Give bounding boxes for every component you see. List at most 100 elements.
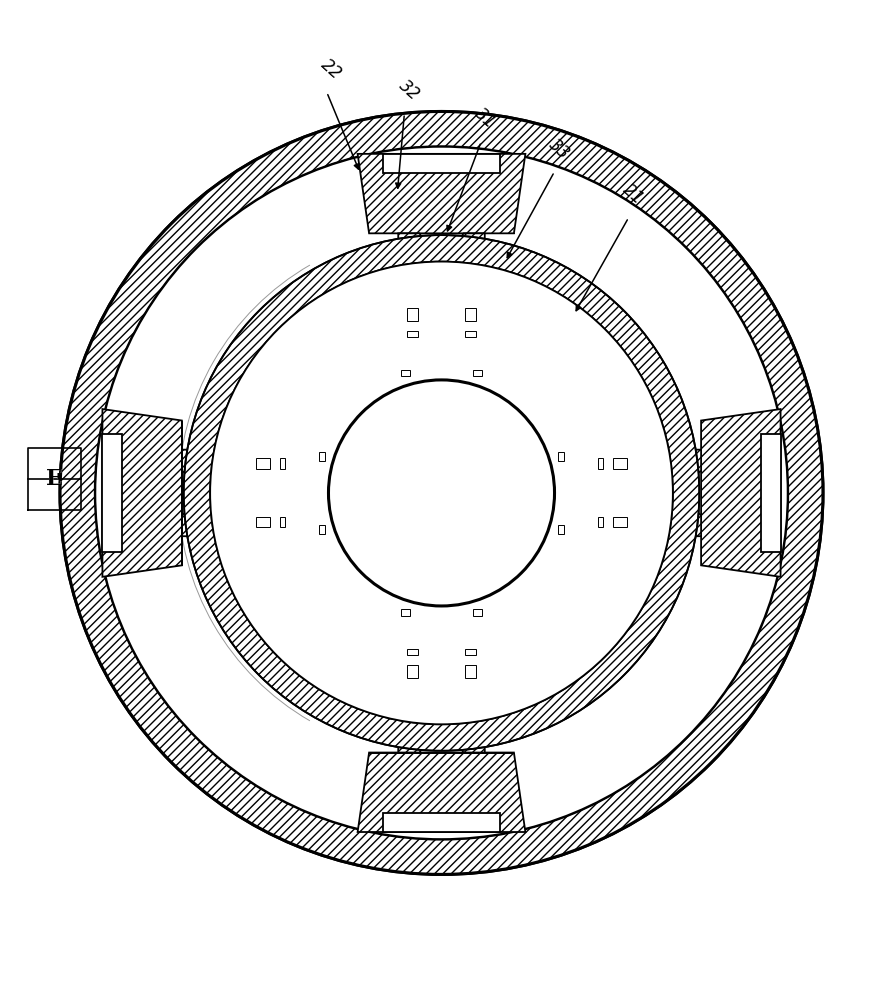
Polygon shape (256, 458, 269, 469)
Polygon shape (358, 753, 525, 832)
Polygon shape (401, 586, 410, 596)
Text: 22: 22 (317, 56, 345, 83)
Polygon shape (461, 298, 480, 324)
Polygon shape (280, 458, 285, 469)
Polygon shape (532, 448, 555, 466)
Polygon shape (465, 331, 476, 337)
Polygon shape (396, 380, 414, 402)
Polygon shape (102, 434, 122, 552)
Polygon shape (473, 370, 482, 376)
Polygon shape (613, 387, 650, 599)
Polygon shape (319, 421, 354, 565)
Polygon shape (634, 413, 650, 450)
Polygon shape (383, 154, 500, 173)
Polygon shape (617, 387, 643, 413)
Polygon shape (564, 435, 613, 551)
Polygon shape (336, 292, 362, 317)
Circle shape (210, 262, 673, 724)
Polygon shape (383, 813, 500, 832)
Text: 21: 21 (619, 181, 647, 209)
Polygon shape (407, 665, 418, 678)
Polygon shape (240, 387, 266, 413)
Polygon shape (558, 452, 564, 461)
Text: 31: 31 (472, 105, 500, 133)
Polygon shape (521, 292, 547, 317)
Polygon shape (358, 154, 525, 233)
Polygon shape (336, 664, 547, 701)
Polygon shape (641, 508, 701, 536)
Polygon shape (280, 517, 285, 527)
Polygon shape (246, 512, 273, 532)
Polygon shape (465, 649, 476, 655)
Polygon shape (473, 390, 482, 400)
Polygon shape (256, 517, 269, 527)
Polygon shape (369, 370, 514, 406)
Polygon shape (407, 331, 418, 337)
Polygon shape (319, 525, 325, 534)
Polygon shape (598, 517, 603, 527)
Text: 32: 32 (395, 77, 423, 104)
Polygon shape (465, 308, 476, 321)
Polygon shape (270, 435, 319, 551)
Polygon shape (369, 580, 514, 616)
Polygon shape (396, 584, 414, 606)
Circle shape (95, 147, 788, 839)
Polygon shape (485, 685, 521, 701)
Circle shape (60, 111, 823, 874)
Polygon shape (534, 452, 545, 461)
Polygon shape (383, 616, 500, 664)
Polygon shape (338, 525, 348, 534)
Polygon shape (401, 370, 410, 376)
Polygon shape (641, 450, 701, 478)
Polygon shape (485, 285, 521, 300)
Polygon shape (328, 520, 351, 538)
Polygon shape (407, 649, 418, 655)
Polygon shape (634, 536, 650, 572)
Polygon shape (336, 285, 547, 322)
Polygon shape (461, 662, 480, 688)
Polygon shape (383, 322, 500, 370)
Polygon shape (319, 452, 325, 461)
Polygon shape (338, 452, 348, 461)
Polygon shape (240, 572, 266, 599)
Polygon shape (233, 413, 249, 450)
Polygon shape (362, 685, 398, 701)
Polygon shape (610, 454, 637, 474)
Polygon shape (469, 584, 487, 606)
Polygon shape (610, 512, 637, 532)
Polygon shape (457, 233, 485, 293)
Polygon shape (403, 298, 422, 324)
Polygon shape (362, 285, 398, 300)
Polygon shape (558, 525, 564, 534)
Polygon shape (465, 665, 476, 678)
Polygon shape (701, 409, 781, 577)
Polygon shape (598, 458, 603, 469)
Polygon shape (233, 387, 270, 599)
Text: 33: 33 (545, 135, 573, 163)
Polygon shape (617, 572, 643, 599)
Polygon shape (246, 454, 273, 474)
Polygon shape (336, 669, 362, 694)
Polygon shape (398, 233, 426, 293)
Polygon shape (401, 390, 410, 400)
Polygon shape (614, 517, 627, 527)
Polygon shape (469, 380, 487, 402)
Polygon shape (614, 458, 627, 469)
Polygon shape (532, 520, 555, 538)
Text: E: E (46, 468, 64, 490)
Polygon shape (102, 409, 182, 577)
Polygon shape (457, 692, 485, 753)
Polygon shape (473, 586, 482, 596)
Polygon shape (398, 692, 426, 753)
Polygon shape (403, 662, 422, 688)
Polygon shape (534, 525, 545, 534)
Text: E: E (46, 468, 64, 490)
Polygon shape (328, 448, 351, 466)
Polygon shape (521, 669, 547, 694)
Polygon shape (529, 421, 564, 565)
Polygon shape (182, 508, 242, 536)
Polygon shape (233, 536, 249, 572)
Circle shape (328, 380, 555, 606)
Polygon shape (761, 434, 781, 552)
Polygon shape (401, 609, 410, 616)
